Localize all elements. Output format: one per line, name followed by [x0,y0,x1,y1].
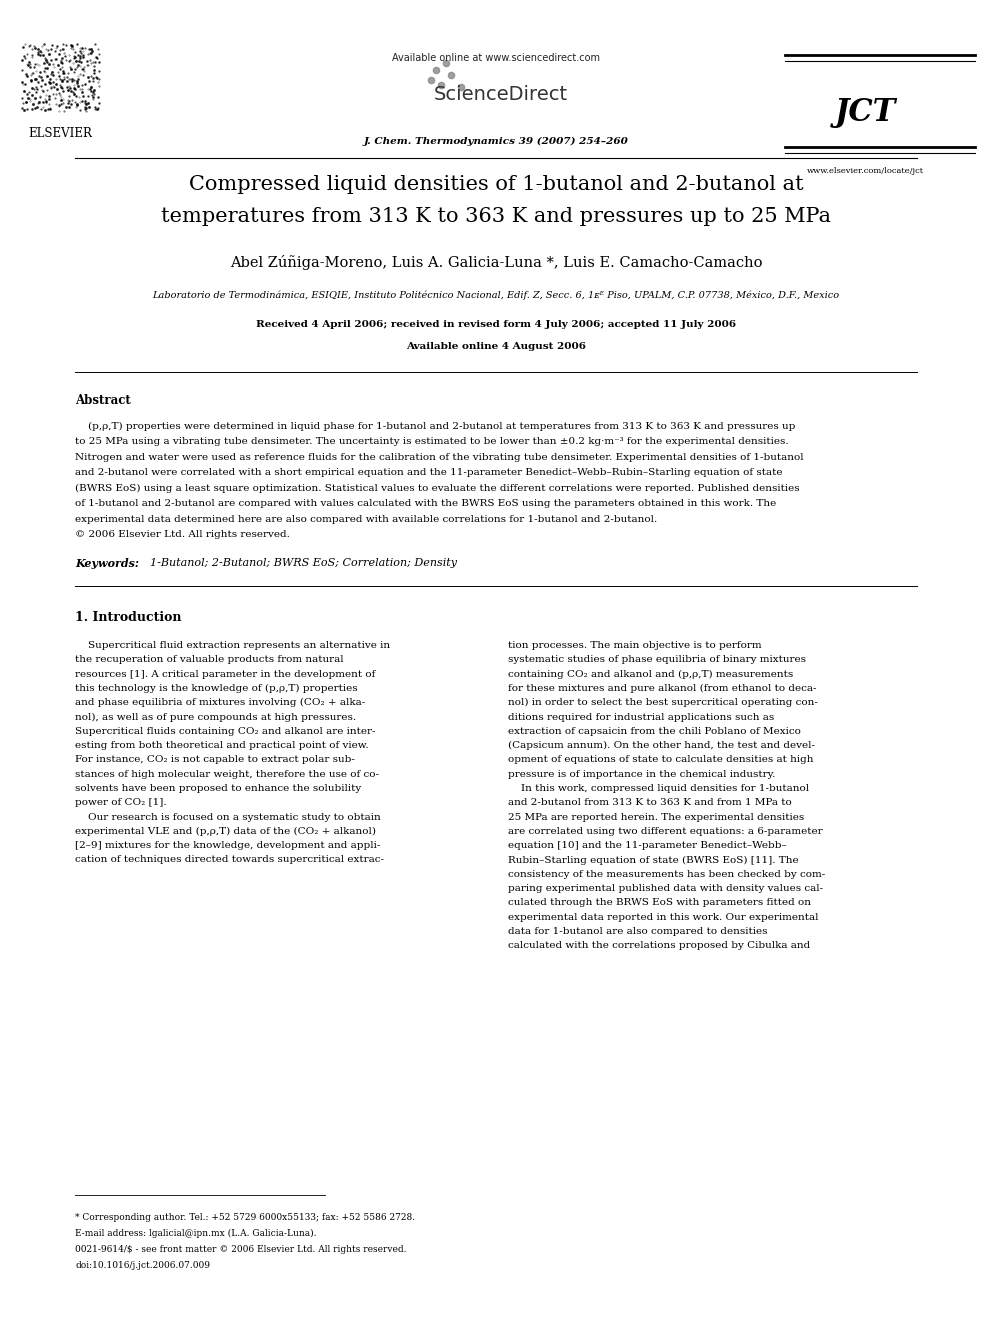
Text: Nitrogen and water were used as reference fluids for the calibration of the vibr: Nitrogen and water were used as referenc… [75,452,804,462]
Text: culated through the BRWS EoS with parameters fitted on: culated through the BRWS EoS with parame… [508,898,811,908]
Text: nol) in order to select the best supercritical operating con-: nol) in order to select the best supercr… [508,699,817,708]
Text: Compressed liquid densities of 1-butanol and 2-butanol at: Compressed liquid densities of 1-butanol… [188,175,804,194]
Text: to 25 MPa using a vibrating tube densimeter. The uncertainty is estimated to be : to 25 MPa using a vibrating tube densime… [75,438,789,446]
Text: and phase equilibria of mixtures involving (CO₂ + alka-: and phase equilibria of mixtures involvi… [75,699,365,708]
Text: experimental VLE and (p,ρ,T) data of the (CO₂ + alkanol): experimental VLE and (p,ρ,T) data of the… [75,827,376,836]
Text: ditions required for industrial applications such as: ditions required for industrial applicat… [508,713,774,721]
Text: paring experimental published data with density values cal-: paring experimental published data with … [508,884,823,893]
Text: and 2-butanol from 313 K to 363 K and from 1 MPa to: and 2-butanol from 313 K to 363 K and fr… [508,798,792,807]
Text: consistency of the measurements has been checked by com-: consistency of the measurements has been… [508,869,825,878]
Text: Abel Zúñiga-Moreno, Luis A. Galicia-Luna *, Luis E. Camacho-Camacho: Abel Zúñiga-Moreno, Luis A. Galicia-Luna… [230,255,762,270]
Text: calculated with the correlations proposed by Cibulka and: calculated with the correlations propose… [508,941,810,950]
Text: Supercritical fluid extraction represents an alternative in: Supercritical fluid extraction represent… [75,642,390,650]
Text: and 2-butanol were correlated with a short empirical equation and the 11-paramet: and 2-butanol were correlated with a sho… [75,468,783,478]
Text: of 1-butanol and 2-butanol are compared with values calculated with the BWRS EoS: of 1-butanol and 2-butanol are compared … [75,500,777,508]
Text: doi:10.1016/j.jct.2006.07.009: doi:10.1016/j.jct.2006.07.009 [75,1261,210,1270]
Text: equation [10] and the 11-parameter Benedict–Webb–: equation [10] and the 11-parameter Bened… [508,841,787,851]
Text: Rubin–Starling equation of state (BWRS EoS) [11]. The: Rubin–Starling equation of state (BWRS E… [508,856,799,865]
Text: Received 4 April 2006; received in revised form 4 July 2006; accepted 11 July 20: Received 4 April 2006; received in revis… [256,320,736,329]
Text: For instance, CO₂ is not capable to extract polar sub-: For instance, CO₂ is not capable to extr… [75,755,355,765]
Text: are correlated using two different equations: a 6-parameter: are correlated using two different equat… [508,827,822,836]
Text: (Capsicum annum). On the other hand, the test and devel-: (Capsicum annum). On the other hand, the… [508,741,815,750]
Text: Abstract: Abstract [75,394,131,407]
Text: (BWRS EoS) using a least square optimization. Statistical values to evaluate the: (BWRS EoS) using a least square optimiza… [75,484,800,493]
Text: this technology is the knowledge of (p,ρ,T) properties: this technology is the knowledge of (p,ρ… [75,684,358,693]
Text: Keywords:: Keywords: [75,558,139,569]
Text: Available online 4 August 2006: Available online 4 August 2006 [406,343,586,351]
Text: 0021-9614/$ - see front matter © 2006 Elsevier Ltd. All rights reserved.: 0021-9614/$ - see front matter © 2006 El… [75,1245,407,1254]
Text: experimental data reported in this work. Our experimental: experimental data reported in this work.… [508,913,818,922]
Text: solvents have been proposed to enhance the solubility: solvents have been proposed to enhance t… [75,785,361,792]
Text: ELSEVIER: ELSEVIER [29,127,92,140]
Text: temperatures from 313 K to 363 K and pressures up to 25 MPa: temperatures from 313 K to 363 K and pre… [161,206,831,226]
Text: Supercritical fluids containing CO₂ and alkanol are inter-: Supercritical fluids containing CO₂ and … [75,726,376,736]
Text: In this work, compressed liquid densities for 1-butanol: In this work, compressed liquid densitie… [508,785,809,792]
Text: * Corresponding author. Tel.: +52 5729 6000x55133; fax: +52 5586 2728.: * Corresponding author. Tel.: +52 5729 6… [75,1213,415,1222]
Text: 1-Butanol; 2-Butanol; BWRS EoS; Correlation; Density: 1-Butanol; 2-Butanol; BWRS EoS; Correlat… [143,558,457,568]
Text: systematic studies of phase equilibria of binary mixtures: systematic studies of phase equilibria o… [508,655,806,664]
Text: data for 1-butanol are also compared to densities: data for 1-butanol are also compared to … [508,927,768,935]
Text: the recuperation of valuable products from natural: the recuperation of valuable products fr… [75,655,343,664]
Text: cation of techniques directed towards supercritical extrac-: cation of techniques directed towards su… [75,856,384,864]
Text: 25 MPa are reported herein. The experimental densities: 25 MPa are reported herein. The experime… [508,812,805,822]
Text: containing CO₂ and alkanol and (p,ρ,T) measurements: containing CO₂ and alkanol and (p,ρ,T) m… [508,669,794,679]
Text: for these mixtures and pure alkanol (from ethanol to deca-: for these mixtures and pure alkanol (fro… [508,684,816,693]
Text: tion processes. The main objective is to perform: tion processes. The main objective is to… [508,642,762,650]
Text: J. Chem. Thermodynamics 39 (2007) 254–260: J. Chem. Thermodynamics 39 (2007) 254–26… [363,138,629,146]
Text: nol), as well as of pure compounds at high pressures.: nol), as well as of pure compounds at hi… [75,713,356,721]
Text: experimental data determined here are also compared with available correlations : experimental data determined here are al… [75,515,658,524]
Text: E-mail address: lgalicial@ipn.mx (L.A. Galicia-Luna).: E-mail address: lgalicial@ipn.mx (L.A. G… [75,1229,316,1238]
Text: Laboratorio de Termodinámica, ESIQIE, Instituto Politécnico Nacional, Edif. Z, S: Laboratorio de Termodinámica, ESIQIE, In… [153,290,839,299]
Text: esting from both theoretical and practical point of view.: esting from both theoretical and practic… [75,741,369,750]
Text: [2–9] mixtures for the knowledge, development and appli-: [2–9] mixtures for the knowledge, develo… [75,841,380,851]
Text: power of CO₂ [1].: power of CO₂ [1]. [75,798,167,807]
Text: © 2006 Elsevier Ltd. All rights reserved.: © 2006 Elsevier Ltd. All rights reserved… [75,531,290,540]
Text: pressure is of importance in the chemical industry.: pressure is of importance in the chemica… [508,770,776,779]
Text: (p,ρ,T) properties were determined in liquid phase for 1-butanol and 2-butanol a: (p,ρ,T) properties were determined in li… [75,422,796,431]
Text: stances of high molecular weight, therefore the use of co-: stances of high molecular weight, theref… [75,770,379,779]
Text: Our research is focused on a systematic study to obtain: Our research is focused on a systematic … [75,812,381,822]
Text: opment of equations of state to calculate densities at high: opment of equations of state to calculat… [508,755,813,765]
Text: Available online at www.sciencedirect.com: Available online at www.sciencedirect.co… [392,53,600,64]
Text: ScienceDirect: ScienceDirect [434,85,568,105]
Text: www.elsevier.com/locate/jct: www.elsevier.com/locate/jct [806,167,924,175]
Text: resources [1]. A critical parameter in the development of: resources [1]. A critical parameter in t… [75,669,375,679]
Text: JCT: JCT [834,97,896,128]
Text: 1. Introduction: 1. Introduction [75,611,182,624]
Text: extraction of capsaicin from the chili Poblano of Mexico: extraction of capsaicin from the chili P… [508,726,801,736]
